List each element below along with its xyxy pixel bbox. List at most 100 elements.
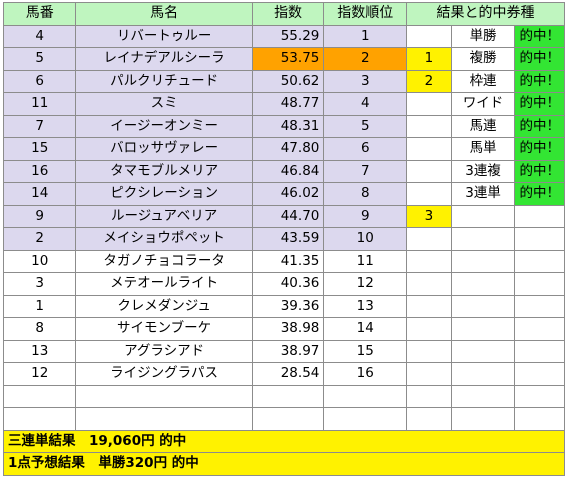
bet-type-cell: 複勝 <box>450 47 516 71</box>
hit-cell: 的中！ <box>514 47 565 71</box>
finish-cell: 3 <box>406 204 452 228</box>
finish-cell <box>406 114 452 138</box>
blank-cell <box>251 407 325 431</box>
index-cell: 48.31 <box>251 114 325 138</box>
one-point-result: 1点予想結果 単勝320円 的中 <box>3 452 565 476</box>
hit-cell: 的中！ <box>514 24 565 48</box>
header-index: 指数 <box>251 2 325 26</box>
blank-cell <box>406 407 452 431</box>
horse-no-cell: 16 <box>2 159 77 183</box>
bet-type-cell <box>450 317 516 341</box>
horse-name-cell: ライジングラパス <box>75 362 253 386</box>
bet-type-cell: 馬連 <box>450 114 516 138</box>
bet-type-cell <box>450 227 516 251</box>
table-row: 9 ルージュアベリア 44.70 9 3 <box>2 204 565 228</box>
horse-name-cell: メテオールライト <box>75 272 253 296</box>
horse-no-cell: 9 <box>2 204 77 228</box>
finish-cell <box>406 317 452 341</box>
index-cell: 46.84 <box>251 159 325 183</box>
blank-rows <box>2 384 565 431</box>
rank-cell: 15 <box>323 339 408 363</box>
index-cell: 38.97 <box>251 339 325 363</box>
blank-cell <box>251 384 325 408</box>
header-result: 結果と的中券種 <box>406 2 565 26</box>
finish-cell <box>406 362 452 386</box>
table-row: 10 タガノチョコラータ 41.35 11 <box>2 249 565 273</box>
index-cell: 28.54 <box>251 362 325 386</box>
bet-type-cell <box>450 204 516 228</box>
bet-type-cell: 単勝 <box>450 24 516 48</box>
blank-cell <box>450 384 516 408</box>
bet-type-cell <box>450 339 516 363</box>
blank-cell <box>514 407 565 431</box>
index-cell: 53.75 <box>251 47 325 71</box>
finish-cell: 2 <box>406 69 452 93</box>
table-row: 1 クレメダンジュ 39.36 13 <box>2 294 565 318</box>
index-cell: 38.98 <box>251 317 325 341</box>
finish-cell <box>406 92 452 116</box>
horse-no-cell: 14 <box>2 182 77 206</box>
footer-row-sanrentan: 三連単結果 19,060円 的中 <box>3 429 565 453</box>
finish-cell <box>406 272 452 296</box>
bet-type-cell <box>450 249 516 273</box>
hit-cell <box>514 317 565 341</box>
horse-no-cell: 4 <box>2 24 77 48</box>
horse-name-cell: クレメダンジュ <box>75 294 253 318</box>
blank-cell <box>514 384 565 408</box>
horse-no-cell: 15 <box>2 137 77 161</box>
rank-cell: 9 <box>323 204 408 228</box>
index-cell: 55.29 <box>251 24 325 48</box>
table-row: 5 レイナデアルシーラ 53.75 2 1 複勝 的中！ <box>2 47 565 71</box>
blank-row <box>2 384 565 408</box>
horse-no-cell: 8 <box>2 317 77 341</box>
blank-cell <box>75 384 253 408</box>
rank-cell: 5 <box>323 114 408 138</box>
table-row: 12 ライジングラパス 28.54 16 <box>2 362 565 386</box>
rank-cell: 12 <box>323 272 408 296</box>
blank-cell <box>2 407 77 431</box>
rank-cell: 6 <box>323 137 408 161</box>
hit-cell: 的中！ <box>514 137 565 161</box>
rank-cell: 13 <box>323 294 408 318</box>
table-row: 7 イージーオンミー 48.31 5 馬連 的中！ <box>2 114 565 138</box>
finish-cell <box>406 182 452 206</box>
horse-name-cell: アグラシアド <box>75 339 253 363</box>
finish-cell <box>406 339 452 363</box>
header-horse-no: 馬番 <box>2 2 77 26</box>
hit-cell <box>514 294 565 318</box>
bet-type-cell: 枠連 <box>450 69 516 93</box>
table-row: 14 ピクシレーション 46.02 8 3連単 的中！ <box>2 182 565 206</box>
bet-type-cell <box>450 272 516 296</box>
sanrentan-result: 三連単結果 19,060円 的中 <box>3 429 565 453</box>
finish-cell <box>406 249 452 273</box>
hit-cell <box>514 249 565 273</box>
blank-cell <box>450 407 516 431</box>
blank-cell <box>2 384 77 408</box>
table-row: 11 スミ 48.77 4 ワイド 的中！ <box>2 92 565 116</box>
hit-cell: 的中！ <box>514 159 565 183</box>
bet-type-cell: ワイド <box>450 92 516 116</box>
rank-cell: 10 <box>323 227 408 251</box>
table-row: 3 メテオールライト 40.36 12 <box>2 272 565 296</box>
hit-cell: 的中！ <box>514 69 565 93</box>
index-cell: 44.70 <box>251 204 325 228</box>
horse-name-cell: サイモンブーケ <box>75 317 253 341</box>
header-row: 馬番 馬名 指数 指数順位 結果と的中券種 <box>2 2 565 26</box>
hit-cell: 的中！ <box>514 114 565 138</box>
rank-cell: 2 <box>323 47 408 71</box>
footer-row-one-point: 1点予想結果 単勝320円 的中 <box>3 452 565 476</box>
bet-type-cell <box>450 362 516 386</box>
horse-no-cell: 7 <box>2 114 77 138</box>
blank-cell <box>323 407 408 431</box>
rank-cell: 8 <box>323 182 408 206</box>
hit-cell <box>514 227 565 251</box>
horse-name-cell: タマモブルメリア <box>75 159 253 183</box>
finish-cell: 1 <box>406 47 452 71</box>
index-cell: 47.80 <box>251 137 325 161</box>
horse-no-cell: 5 <box>2 47 77 71</box>
blank-cell <box>406 384 452 408</box>
blank-row <box>2 407 565 431</box>
race-index-table: 馬番 馬名 指数 指数順位 結果と的中券種 4 リバートゥルー 55.29 1 単勝 的中… <box>2 2 565 476</box>
hit-cell <box>514 339 565 363</box>
index-cell: 50.62 <box>251 69 325 93</box>
